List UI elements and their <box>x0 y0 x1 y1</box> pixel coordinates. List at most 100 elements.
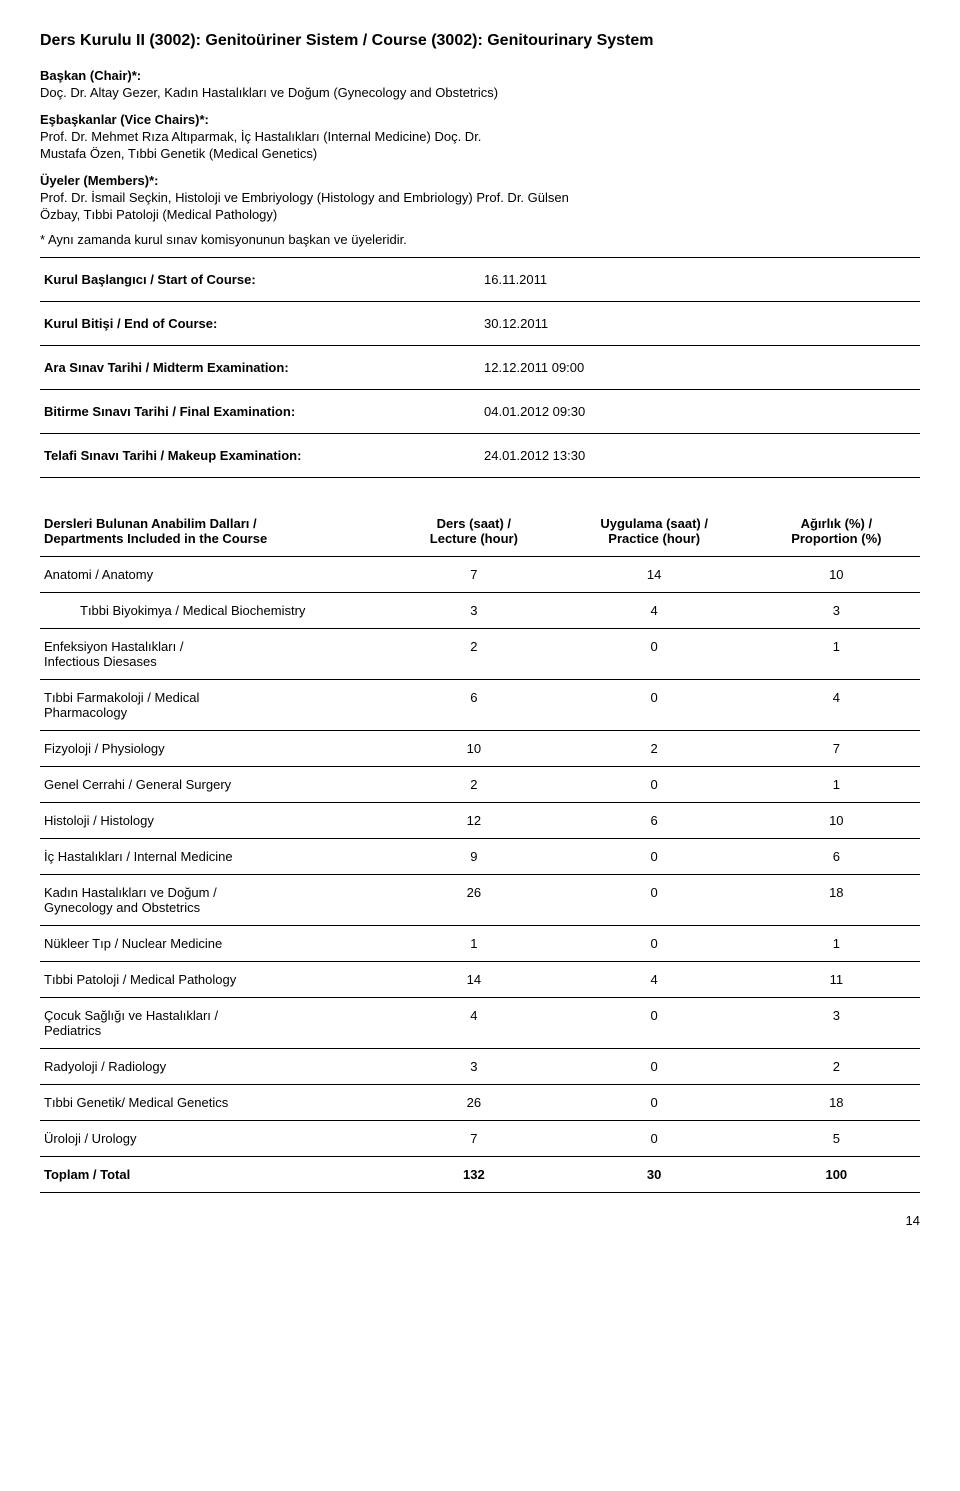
dept-proportion-cell: 10 <box>753 803 920 839</box>
date-value: 12.12.2011 09:00 <box>480 346 920 390</box>
dept-practice-cell: 14 <box>556 557 753 593</box>
dept-name-cell: Tıbbi Genetik/ Medical Genetics <box>40 1085 392 1121</box>
dept-name-cell: Genel Cerrahi / General Surgery <box>40 767 392 803</box>
members-label: Üyeler (Members)*: <box>40 173 920 188</box>
dept-row: Nükleer Tıp / Nuclear Medicine101 <box>40 926 920 962</box>
chair-label: Başkan (Chair)*: <box>40 68 920 83</box>
dept-row: Anatomi / Anatomy71410 <box>40 557 920 593</box>
dept-name-cell: Nükleer Tıp / Nuclear Medicine <box>40 926 392 962</box>
dept-row: Radyoloji / Radiology302 <box>40 1049 920 1085</box>
dept-row: Genel Cerrahi / General Surgery201 <box>40 767 920 803</box>
vicechair-label: Eşbaşkanlar (Vice Chairs)*: <box>40 112 920 127</box>
dept-practice-cell: 0 <box>556 680 753 731</box>
dept-name-cell: Üroloji / Urology <box>40 1121 392 1157</box>
dept-proportion-cell: 4 <box>753 680 920 731</box>
member-person: Prof. Dr. İsmail Seçkin, Histoloji ve Em… <box>40 190 920 205</box>
dept-practice-cell: 0 <box>556 629 753 680</box>
dept-practice-cell: 0 <box>556 1085 753 1121</box>
date-value: 04.01.2012 09:30 <box>480 390 920 434</box>
dept-proportion-cell: 7 <box>753 731 920 767</box>
dept-practice-cell: 0 <box>556 767 753 803</box>
dept-practice-cell: 0 <box>556 998 753 1049</box>
dept-practice-cell: 6 <box>556 803 753 839</box>
dept-proportion-cell: 18 <box>753 1085 920 1121</box>
date-label: Ara Sınav Tarihi / Midterm Examination: <box>40 346 480 390</box>
departments-table: Dersleri Bulunan Anabilim Dalları / Depa… <box>40 506 920 1193</box>
col-lecture: Ders (saat) / Lecture (hour) <box>392 506 556 557</box>
dept-practice-cell: 0 <box>556 1121 753 1157</box>
date-value: 16.11.2011 <box>480 258 920 302</box>
dept-lecture-cell: 9 <box>392 839 556 875</box>
dept-proportion-cell: 1 <box>753 767 920 803</box>
date-row: Kurul Başlangıcı / Start of Course:16.11… <box>40 258 920 302</box>
dept-name-cell: Çocuk Sağlığı ve Hastalıkları /Pediatric… <box>40 998 392 1049</box>
chair-person: Doç. Dr. Altay Gezer, Kadın Hastalıkları… <box>40 85 920 100</box>
dept-proportion-cell: 5 <box>753 1121 920 1157</box>
dept-practice-cell: 30 <box>556 1157 753 1193</box>
dept-practice-cell: 4 <box>556 593 753 629</box>
date-row: Kurul Bitişi / End of Course:30.12.2011 <box>40 302 920 346</box>
member-person: Özbay, Tıbbi Patoloji (Medical Pathology… <box>40 207 920 222</box>
dept-proportion-cell: 1 <box>753 629 920 680</box>
dept-lecture-cell: 14 <box>392 962 556 998</box>
date-label: Kurul Başlangıcı / Start of Course: <box>40 258 480 302</box>
dept-lecture-cell: 6 <box>392 680 556 731</box>
date-label: Kurul Bitişi / End of Course: <box>40 302 480 346</box>
dept-name-cell: Tıbbi Farmakoloji / MedicalPharmacology <box>40 680 392 731</box>
col-proportion: Ağırlık (%) / Proportion (%) <box>753 506 920 557</box>
page-title: Ders Kurulu II (3002): Genitoüriner Sist… <box>40 32 920 50</box>
dept-lecture-cell: 26 <box>392 875 556 926</box>
dept-practice-cell: 2 <box>556 731 753 767</box>
dept-row: Toplam / Total13230100 <box>40 1157 920 1193</box>
col-practice: Uygulama (saat) / Practice (hour) <box>556 506 753 557</box>
dept-lecture-cell: 2 <box>392 767 556 803</box>
dept-proportion-cell: 11 <box>753 962 920 998</box>
dept-proportion-cell: 1 <box>753 926 920 962</box>
dept-name-cell: Histoloji / Histology <box>40 803 392 839</box>
dept-row: Çocuk Sağlığı ve Hastalıkları /Pediatric… <box>40 998 920 1049</box>
dept-row: İç Hastalıkları / Internal Medicine906 <box>40 839 920 875</box>
dept-practice-cell: 0 <box>556 1049 753 1085</box>
dept-name-cell: Tıbbi Patoloji / Medical Pathology <box>40 962 392 998</box>
date-row: Telafi Sınavı Tarihi / Makeup Examinatio… <box>40 434 920 478</box>
dept-row: Enfeksiyon Hastalıkları /Infectious Dies… <box>40 629 920 680</box>
dept-proportion-cell: 6 <box>753 839 920 875</box>
dept-lecture-cell: 132 <box>392 1157 556 1193</box>
dept-name-cell: Enfeksiyon Hastalıkları /Infectious Dies… <box>40 629 392 680</box>
dept-name-cell: Fizyoloji / Physiology <box>40 731 392 767</box>
dept-practice-cell: 4 <box>556 962 753 998</box>
dept-row: Tıbbi Farmakoloji / MedicalPharmacology6… <box>40 680 920 731</box>
dept-practice-cell: 0 <box>556 839 753 875</box>
dept-name-cell: Radyoloji / Radiology <box>40 1049 392 1085</box>
course-dates-table: Kurul Başlangıcı / Start of Course:16.11… <box>40 257 920 478</box>
dept-lecture-cell: 7 <box>392 557 556 593</box>
dept-row: Kadın Hastalıkları ve Doğum /Gynecology … <box>40 875 920 926</box>
vicechair-person: Prof. Dr. Mehmet Rıza Altıparmak, İç Has… <box>40 129 920 144</box>
dept-proportion-cell: 3 <box>753 998 920 1049</box>
dept-row: Tıbbi Patoloji / Medical Pathology14411 <box>40 962 920 998</box>
dept-proportion-cell: 10 <box>753 557 920 593</box>
dept-lecture-cell: 3 <box>392 1049 556 1085</box>
page-number: 14 <box>40 1213 920 1228</box>
dept-name-cell: Tıbbi Biyokimya / Medical Biochemistry <box>40 593 392 629</box>
date-label: Bitirme Sınavı Tarihi / Final Examinatio… <box>40 390 480 434</box>
date-label: Telafi Sınavı Tarihi / Makeup Examinatio… <box>40 434 480 478</box>
dept-lecture-cell: 1 <box>392 926 556 962</box>
dept-proportion-cell: 2 <box>753 1049 920 1085</box>
dept-lecture-cell: 3 <box>392 593 556 629</box>
dept-name-cell: Anatomi / Anatomy <box>40 557 392 593</box>
dept-lecture-cell: 10 <box>392 731 556 767</box>
dept-row: Histoloji / Histology12610 <box>40 803 920 839</box>
date-row: Ara Sınav Tarihi / Midterm Examination:1… <box>40 346 920 390</box>
dept-lecture-cell: 7 <box>392 1121 556 1157</box>
dept-lecture-cell: 2 <box>392 629 556 680</box>
date-row: Bitirme Sınavı Tarihi / Final Examinatio… <box>40 390 920 434</box>
col-departments: Dersleri Bulunan Anabilim Dalları / Depa… <box>40 506 392 557</box>
dept-lecture-cell: 12 <box>392 803 556 839</box>
dept-row: Fizyoloji / Physiology1027 <box>40 731 920 767</box>
vicechair-person: Mustafa Özen, Tıbbi Genetik (Medical Gen… <box>40 146 920 161</box>
dept-row: Tıbbi Genetik/ Medical Genetics26018 <box>40 1085 920 1121</box>
dept-lecture-cell: 26 <box>392 1085 556 1121</box>
date-value: 30.12.2011 <box>480 302 920 346</box>
dept-name-cell: İç Hastalıkları / Internal Medicine <box>40 839 392 875</box>
